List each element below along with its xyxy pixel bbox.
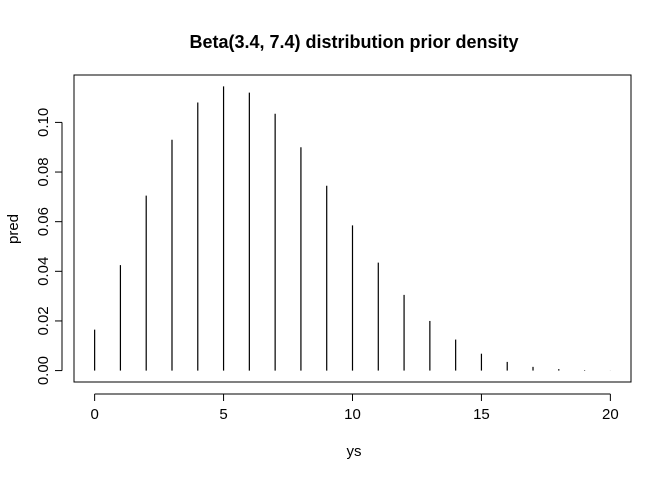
y-axis-label: pred <box>5 214 22 244</box>
x-tick-label: 10 <box>344 406 361 423</box>
y-tick-label: 0.00 <box>35 356 52 385</box>
y-tick-label: 0.02 <box>35 306 52 335</box>
data-spikes <box>94 86 611 371</box>
x-tick-label: 15 <box>473 406 490 423</box>
y-tick-label: 0.08 <box>35 157 52 186</box>
x-axis-label: ys <box>347 443 362 460</box>
y-axis: 0.00 0.02 0.04 0.06 0.08 0.10 <box>35 108 63 385</box>
plot-area-frame <box>73 74 632 383</box>
y-tick-label: 0.06 <box>35 207 52 236</box>
x-tick-label: 5 <box>219 406 227 423</box>
chart-title: Beta(3.4, 7.4) distribution prior densit… <box>189 32 518 52</box>
y-tick-label: 0.10 <box>35 108 52 137</box>
y-tick-label: 0.04 <box>35 257 52 286</box>
x-axis: 0 5 10 15 20 <box>90 393 619 423</box>
x-tick-label: 20 <box>602 406 619 423</box>
x-tick-label: 0 <box>90 406 98 423</box>
